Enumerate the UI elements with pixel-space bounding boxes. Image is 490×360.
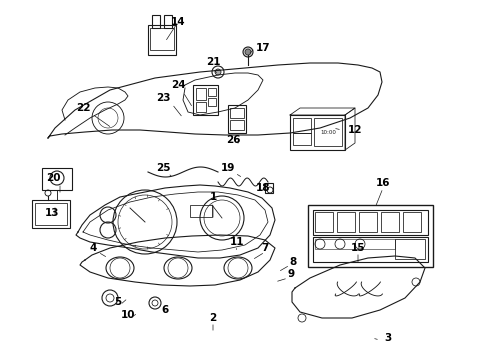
Bar bbox=[230, 108, 244, 118]
Bar bbox=[403, 212, 421, 232]
Bar bbox=[313, 237, 428, 262]
Bar bbox=[190, 205, 212, 217]
Bar bbox=[359, 212, 377, 232]
Bar bbox=[230, 120, 244, 130]
Text: 16: 16 bbox=[376, 178, 390, 188]
Text: 4: 4 bbox=[89, 243, 97, 253]
Text: 11: 11 bbox=[230, 237, 244, 247]
Text: 12: 12 bbox=[348, 125, 362, 135]
Text: 3: 3 bbox=[384, 333, 392, 343]
Bar bbox=[313, 210, 428, 235]
Text: 13: 13 bbox=[45, 208, 59, 218]
Bar bbox=[196, 88, 206, 100]
Bar bbox=[314, 118, 342, 146]
Text: 17: 17 bbox=[256, 43, 270, 53]
Text: 9: 9 bbox=[288, 269, 294, 279]
Bar bbox=[315, 239, 395, 249]
Text: 25: 25 bbox=[156, 163, 170, 173]
Circle shape bbox=[245, 49, 251, 55]
Bar bbox=[293, 133, 311, 145]
Text: 1: 1 bbox=[209, 192, 217, 202]
Bar bbox=[265, 183, 273, 193]
Text: 2: 2 bbox=[209, 313, 217, 323]
Text: 21: 21 bbox=[206, 57, 220, 67]
Bar bbox=[337, 212, 355, 232]
Text: 6: 6 bbox=[161, 305, 169, 315]
Bar bbox=[293, 118, 311, 133]
Text: 7: 7 bbox=[261, 243, 269, 253]
Bar bbox=[208, 88, 216, 96]
Bar bbox=[164, 15, 172, 28]
Bar bbox=[42, 168, 72, 190]
Text: 22: 22 bbox=[76, 103, 90, 113]
Bar bbox=[228, 105, 246, 133]
Bar bbox=[35, 203, 67, 225]
Text: 15: 15 bbox=[351, 243, 365, 253]
Text: 26: 26 bbox=[226, 135, 240, 145]
Bar bbox=[290, 115, 345, 150]
Text: 20: 20 bbox=[46, 173, 60, 183]
Text: 18: 18 bbox=[256, 183, 270, 193]
Text: 5: 5 bbox=[114, 297, 122, 307]
Bar bbox=[196, 102, 206, 112]
Bar bbox=[150, 28, 174, 50]
Bar bbox=[193, 85, 218, 115]
Text: 10: 10 bbox=[121, 310, 135, 320]
Text: 14: 14 bbox=[171, 17, 185, 27]
Text: 10:00: 10:00 bbox=[320, 130, 336, 135]
Bar bbox=[381, 212, 399, 232]
Bar bbox=[308, 205, 433, 267]
Text: 19: 19 bbox=[221, 163, 235, 173]
Bar bbox=[32, 200, 70, 228]
Bar bbox=[208, 98, 216, 106]
Text: 8: 8 bbox=[290, 257, 296, 267]
Text: 24: 24 bbox=[171, 80, 185, 90]
Bar bbox=[148, 25, 176, 55]
Circle shape bbox=[215, 69, 221, 75]
Bar bbox=[315, 212, 333, 232]
Text: 23: 23 bbox=[156, 93, 170, 103]
Bar bbox=[395, 239, 425, 259]
Bar bbox=[152, 15, 160, 28]
Circle shape bbox=[243, 47, 253, 57]
